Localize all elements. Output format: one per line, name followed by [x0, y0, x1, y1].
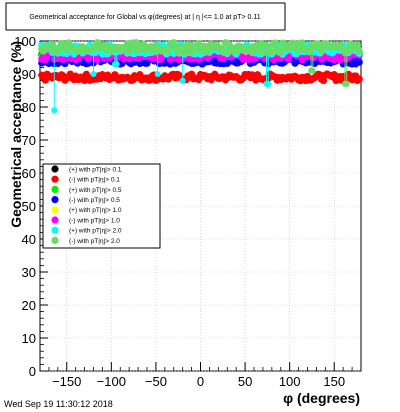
- series-5-point: [330, 56, 338, 64]
- series-7-point: [223, 48, 231, 56]
- series-7-point: [309, 67, 316, 74]
- series-7-point: [353, 41, 362, 49]
- y-tick-label: 20: [22, 298, 36, 313]
- y-tick-label: 0: [29, 364, 36, 379]
- series-6-point: [51, 107, 58, 114]
- x-tick-label: −150: [52, 374, 81, 389]
- y-tick-label: 90: [22, 67, 36, 82]
- series-7-point: [48, 40, 57, 49]
- legend-label-2: (+) with pT|η|> 0.5: [69, 187, 122, 194]
- chart-title: Geometrical acceptance for Global vs φ(d…: [29, 14, 260, 21]
- legend-box: [42, 163, 161, 249]
- title-box: [5, 2, 286, 31]
- x-tick-label: −100: [97, 374, 126, 389]
- series-1-point: [355, 75, 363, 83]
- x-tick-label: 100: [279, 374, 301, 389]
- y-tick-label: 80: [22, 100, 36, 115]
- legend-marker-1: [51, 175, 59, 183]
- y-tick-label: 70: [22, 133, 36, 148]
- series-1: [38, 70, 363, 85]
- y-tick-label: 10: [22, 331, 36, 346]
- series-7: [38, 39, 363, 87]
- series-6-point: [154, 71, 161, 77]
- series-layer: [38, 39, 363, 114]
- series-5-point: [93, 56, 101, 64]
- legend-label-6: (+) with pT|η|> 2.0: [69, 228, 122, 235]
- legend-label-0: (+) with pT|η|> 0.1: [69, 166, 122, 173]
- legend-marker-5: [51, 216, 59, 224]
- timestamp: Wed Sep 19 11:30:12 2018: [4, 399, 113, 409]
- series-7-point: [298, 39, 306, 47]
- series-6-point: [90, 71, 97, 77]
- series-7-point: [318, 47, 326, 55]
- legend-marker-2: [51, 185, 59, 193]
- y-tick-label: 30: [22, 265, 36, 280]
- series-7-point: [343, 80, 350, 87]
- series-7-point: [271, 39, 279, 47]
- legend-marker-6: [51, 226, 59, 234]
- y-axis-title: Geometrical acceptance (%): [8, 41, 24, 228]
- x-tick-label: 50: [238, 374, 252, 389]
- series-7-point: [204, 47, 212, 55]
- legend-marker-4: [51, 206, 59, 214]
- y-tick-label: 50: [22, 199, 36, 214]
- x-axis-title: φ (degrees): [283, 390, 360, 406]
- series-7-point: [164, 47, 172, 55]
- x-tick-label: −50: [145, 374, 167, 389]
- series-1-point: [319, 76, 328, 85]
- legend-label-4: (+) with pT|η|> 1.0: [69, 207, 122, 214]
- legend-label-7: (-) with pT|η|> 2.0: [69, 238, 120, 245]
- series-6-point: [265, 80, 272, 87]
- y-tick-label: 40: [22, 232, 36, 247]
- x-axis: −150 −100 −50 0 50 100 150: [48, 362, 353, 389]
- series-6-point: [113, 61, 120, 68]
- series-7-point: [355, 47, 363, 55]
- legend-marker-3: [51, 196, 59, 204]
- y-tick-label: 100: [14, 34, 36, 49]
- x-tick-label: 150: [323, 374, 345, 389]
- y-axis: 0 10 20 30 40 50 60 70 80 90 100: [14, 34, 48, 379]
- x-tick-label: 0: [197, 374, 204, 389]
- legend-label-1: (-) with pT|η|> 0.1: [69, 177, 120, 184]
- legend-marker-0: [51, 165, 59, 173]
- legend-label-5: (-) with pT|η|> 1.0: [69, 217, 120, 224]
- legend: (+) with pT|η|> 0.1 (-) with pT|η|> 0.1 (+…: [42, 163, 161, 249]
- series-3-point: [355, 58, 363, 66]
- legend-label-3: (-) with pT|η|> 0.5: [69, 197, 120, 204]
- series-6-point: [179, 77, 186, 84]
- legend-marker-7: [51, 236, 59, 244]
- y-tick-label: 60: [22, 166, 36, 181]
- series-7-point: [268, 48, 276, 56]
